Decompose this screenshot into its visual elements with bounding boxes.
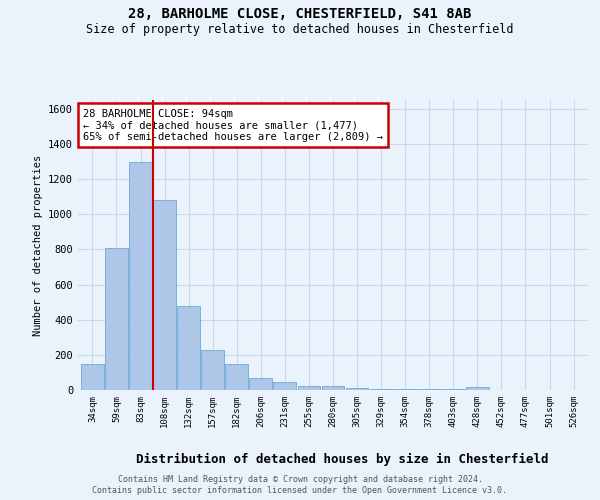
Bar <box>153 200 176 390</box>
Bar <box>250 378 272 390</box>
Bar <box>129 162 152 390</box>
Bar <box>394 389 416 390</box>
Bar <box>226 364 248 390</box>
Bar <box>442 389 465 390</box>
Bar <box>322 386 344 390</box>
Text: 28, BARHOLME CLOSE, CHESTERFIELD, S41 8AB: 28, BARHOLME CLOSE, CHESTERFIELD, S41 8A… <box>128 8 472 22</box>
Text: 28 BARHOLME CLOSE: 94sqm
← 34% of detached houses are smaller (1,477)
65% of sem: 28 BARHOLME CLOSE: 94sqm ← 34% of detach… <box>83 108 383 142</box>
Y-axis label: Number of detached properties: Number of detached properties <box>32 154 43 336</box>
Text: Size of property relative to detached houses in Chesterfield: Size of property relative to detached ho… <box>86 22 514 36</box>
Bar <box>201 350 224 390</box>
Bar <box>81 364 104 390</box>
Text: Contains HM Land Registry data © Crown copyright and database right 2024.: Contains HM Land Registry data © Crown c… <box>118 475 482 484</box>
Text: Distribution of detached houses by size in Chesterfield: Distribution of detached houses by size … <box>136 452 548 466</box>
Bar <box>418 389 440 390</box>
Text: Contains public sector information licensed under the Open Government Licence v3: Contains public sector information licen… <box>92 486 508 495</box>
Bar <box>274 382 296 390</box>
Bar <box>370 389 392 390</box>
Bar <box>105 248 128 390</box>
Bar <box>466 388 489 390</box>
Bar <box>346 388 368 390</box>
Bar <box>298 386 320 390</box>
Bar <box>177 306 200 390</box>
